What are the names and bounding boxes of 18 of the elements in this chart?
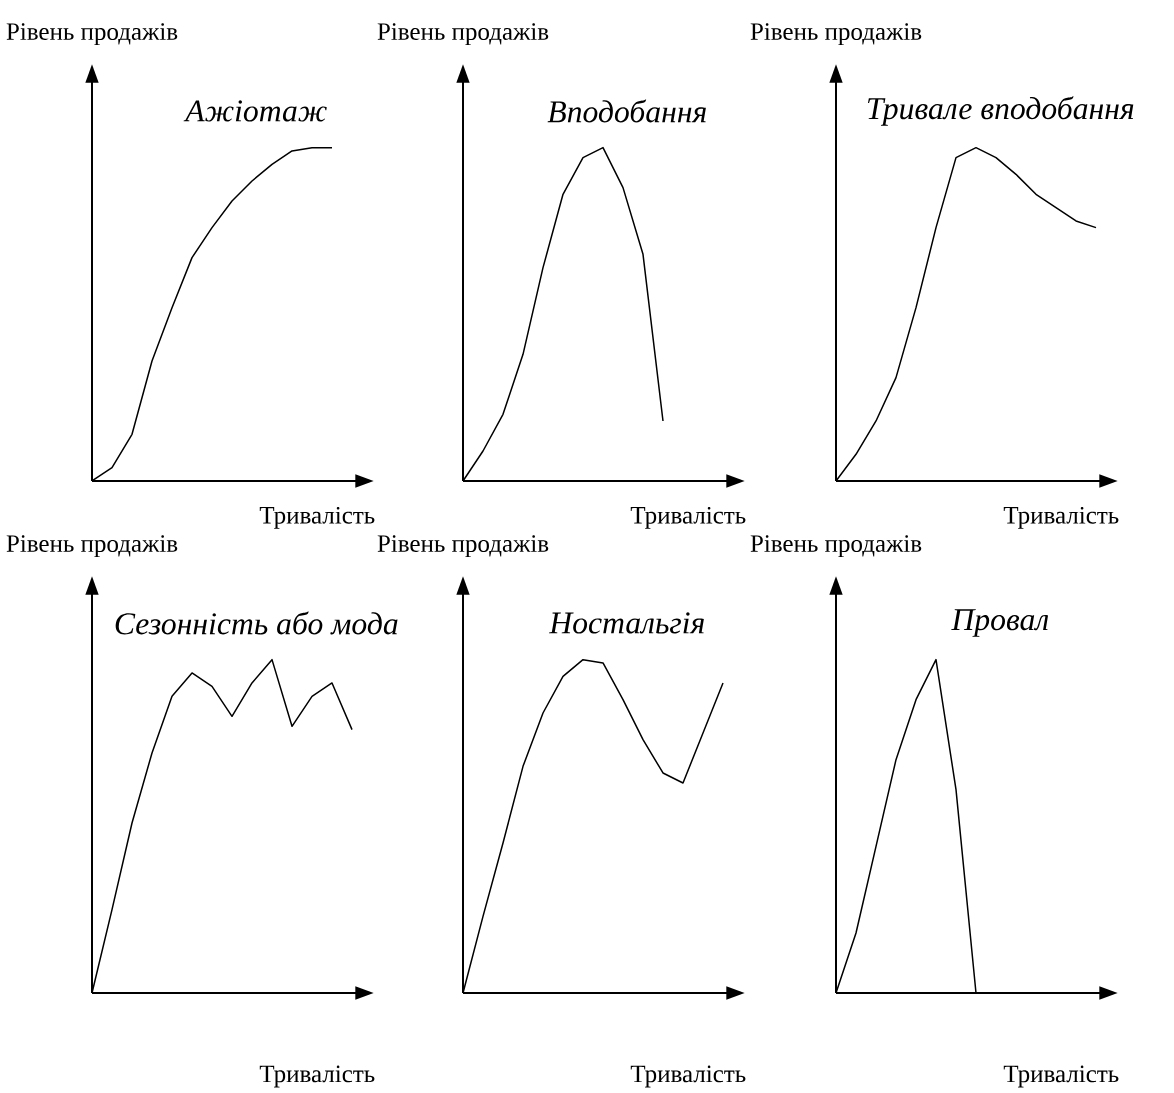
chart-title: Сезонність або мода: [115, 611, 398, 635]
chart-title: Тривале вподобання: [867, 96, 1134, 126]
x-axis-title: Тривалість: [630, 1065, 746, 1088]
y-axis-title: Рівень продажів: [6, 535, 178, 558]
y-axis-title: Рівень продажів: [377, 535, 549, 558]
y-axis-title: Рівень продажів: [377, 23, 549, 46]
y-axis-title: Рівень продажів: [750, 23, 922, 46]
chart-title: Вподобання: [547, 99, 706, 123]
x-axis-title: Тривалість: [630, 506, 746, 529]
chart-title: Провал: [951, 609, 1049, 637]
x-axis-title: Тривалість: [259, 506, 375, 529]
x-axis-title: Тривалість: [259, 1065, 375, 1088]
chart-title: Ностальгія: [548, 612, 704, 634]
x-axis-title: Тривалість: [1003, 1065, 1119, 1088]
chart-title: Ажіотаж: [183, 100, 327, 122]
y-axis-title: Рівень продажів: [750, 535, 922, 558]
y-axis-title: Рівень продажів: [6, 23, 178, 46]
x-axis-title: Тривалість: [1003, 506, 1119, 529]
